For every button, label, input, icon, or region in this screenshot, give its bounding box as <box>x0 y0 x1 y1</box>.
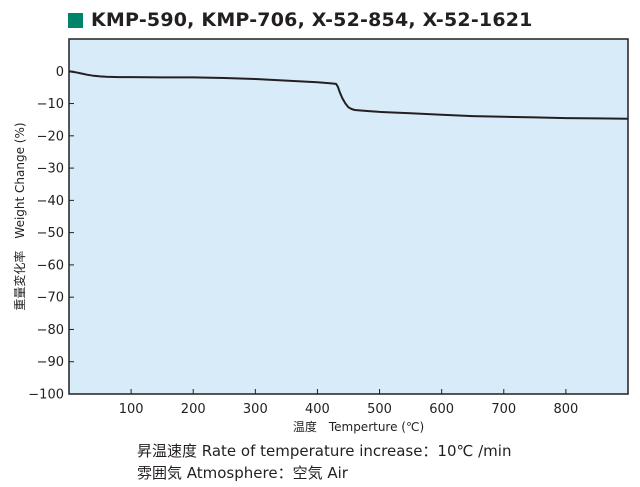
y-tick-label: −80 <box>37 323 64 338</box>
x-tick-label: 400 <box>305 402 330 417</box>
y-tick-label: −30 <box>37 162 64 177</box>
x-tick-label: 600 <box>429 402 454 417</box>
y-tick-label: −10 <box>37 97 64 112</box>
x-tick-label: 700 <box>491 402 516 417</box>
chart-title-row: KMP-590, KMP-706, X-52-854, X-52-1621 <box>68 6 533 34</box>
x-axis-label: 温度 Temperture (℃) <box>293 419 424 434</box>
x-tick-label: 500 <box>367 402 392 417</box>
y-tick-label: −70 <box>37 291 64 306</box>
y-tick-label: −20 <box>37 129 64 144</box>
x-tick-label: 300 <box>243 402 268 417</box>
x-tick-label: 200 <box>181 402 206 417</box>
chart-title: KMP-590, KMP-706, X-52-854, X-52-1621 <box>91 9 533 31</box>
y-tick-label: −40 <box>37 194 64 209</box>
plot-frame <box>68 38 629 395</box>
y-axis-label: 重量変化率 Weight Change (%) <box>12 122 27 310</box>
atmosphere-note: 雰囲気 Atmosphere：空気 Air <box>137 464 348 482</box>
title-marker-icon <box>68 12 83 28</box>
axis-tick-labels: 0 −10 −20 −30 −40 −50 −60 −70 −80 −90 −100 100 200 30… <box>28 65 578 417</box>
y-tick-label: −100 <box>28 388 64 403</box>
plot-area <box>69 39 628 394</box>
y-tick-label: −50 <box>37 226 64 241</box>
y-tick-label: −90 <box>37 355 64 370</box>
x-tick-label: 100 <box>119 402 144 417</box>
x-tick-label: 800 <box>553 402 578 417</box>
heating-rate-note: 昇温速度 Rate of temperature increase：10℃ /m… <box>137 442 512 460</box>
y-tick-label: 0 <box>56 65 64 80</box>
y-tick-label: −60 <box>37 258 64 273</box>
series-line <box>68 70 629 120</box>
